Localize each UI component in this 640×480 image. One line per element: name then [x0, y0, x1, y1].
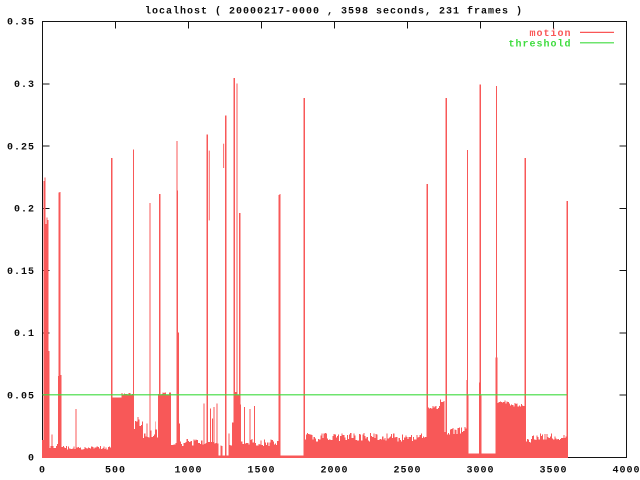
svg-text:2000: 2000 [320, 466, 348, 477]
svg-text:1000: 1000 [174, 466, 202, 477]
svg-text:0.15: 0.15 [7, 267, 35, 278]
svg-text:0.35: 0.35 [7, 18, 35, 29]
svg-text:0.3: 0.3 [14, 80, 35, 91]
svg-text:localhost ( 20000217-0000 , 35: localhost ( 20000217-0000 , 3598 seconds… [145, 5, 523, 17]
svg-text:0.1: 0.1 [14, 329, 35, 340]
svg-text:0.25: 0.25 [7, 142, 35, 153]
svg-text:3000: 3000 [466, 466, 494, 477]
svg-text:0: 0 [39, 466, 46, 477]
svg-text:0.05: 0.05 [7, 391, 35, 402]
svg-text:0.2: 0.2 [14, 205, 35, 216]
svg-text:1500: 1500 [247, 466, 275, 477]
svg-text:0: 0 [28, 454, 35, 465]
svg-text:3500: 3500 [539, 466, 567, 477]
svg-text:2500: 2500 [393, 466, 421, 477]
svg-text:motion: motion [529, 28, 571, 40]
svg-text:4000: 4000 [612, 466, 640, 477]
svg-text:threshold: threshold [508, 39, 571, 51]
svg-text:500: 500 [105, 466, 126, 477]
